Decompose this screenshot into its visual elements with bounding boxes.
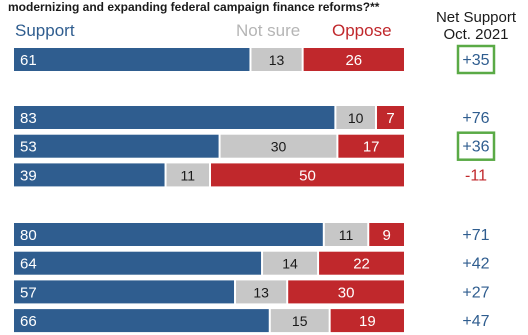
label-not-sure-g2-r2: 30 <box>271 139 287 155</box>
bar-oppose-g3-r3 <box>288 280 404 304</box>
label-not-sure-g3-r2: 14 <box>282 256 298 272</box>
label-support-g3-r2: 64 <box>20 256 37 273</box>
bar-oppose-g3-r2 <box>319 251 404 275</box>
question-text: modernizing and expanding federal campai… <box>8 0 380 14</box>
label-not-sure-g3-r1: 11 <box>339 227 354 243</box>
net-value-g2-r3: -11 <box>465 167 487 184</box>
label-support-g3-r3: 57 <box>20 284 37 301</box>
label-support-g2-r1: 83 <box>20 110 37 127</box>
net-value-g2-r2: +36 <box>462 139 489 156</box>
bar-oppose-g1-r1 <box>303 48 404 71</box>
label-not-sure-g3-r3: 13 <box>253 284 269 300</box>
label-oppose-g2-r3: 50 <box>299 167 316 184</box>
net-support-header-line1: Net Support <box>435 9 517 26</box>
net-highlight-box-g1-r1 <box>456 44 496 75</box>
label-oppose-g3-r1: 9 <box>382 227 390 244</box>
label-support-g2-r2: 53 <box>20 139 37 156</box>
bar-oppose-g3-r1 <box>369 223 404 246</box>
label-oppose-g3-r4: 19 <box>359 313 376 330</box>
bar-support-g2-r3 <box>14 163 165 187</box>
bar-not-sure-g2-r1 <box>336 106 375 129</box>
net-value-g1-r1: +35 <box>462 52 489 69</box>
bar-support-g3-r2 <box>14 251 262 275</box>
bar-not-sure-g3-r1 <box>324 223 368 246</box>
bar-support-g3-r3 <box>14 280 235 304</box>
legend-oppose: Oppose <box>332 21 392 40</box>
bar-oppose-g2-r1 <box>376 106 404 129</box>
label-not-sure-g2-r3: 11 <box>180 167 195 183</box>
legend-support: Support <box>15 21 75 40</box>
label-support-g1-r1: 61 <box>20 52 37 69</box>
net-support-header-line2: Oct. 2021 <box>443 26 509 43</box>
net-value-g3-r3: +27 <box>462 284 489 301</box>
net-value-g2-r1: +76 <box>462 110 489 127</box>
bar-support-g2-r1 <box>14 106 335 129</box>
label-support-g2-r3: 39 <box>20 167 37 184</box>
label-not-sure-g1-r1: 13 <box>269 52 285 68</box>
bar-oppose-g2-r3 <box>211 163 404 187</box>
label-oppose-g3-r2: 22 <box>353 256 370 273</box>
bar-support-g2-r2 <box>14 134 219 158</box>
bar-not-sure-g3-r2 <box>263 251 318 275</box>
bar-support-g1-r1 <box>14 48 250 71</box>
label-support-g3-r4: 66 <box>20 313 37 330</box>
label-oppose-g1-r1: 26 <box>345 52 362 69</box>
net-value-g3-r1: +71 <box>462 227 489 244</box>
net-value-g3-r2: +42 <box>462 256 489 273</box>
bar-oppose-g2-r2 <box>338 134 404 158</box>
label-not-sure-g3-r4: 15 <box>292 313 308 329</box>
label-oppose-g2-r2: 17 <box>363 139 380 156</box>
bar-support-g3-r4 <box>14 309 269 333</box>
net-value-g3-r4: +47 <box>462 313 489 330</box>
bar-oppose-g3-r4 <box>330 309 404 333</box>
label-support-g3-r1: 80 <box>20 227 37 244</box>
bar-not-sure-g2-r3 <box>166 163 209 187</box>
bar-not-sure-g3-r3 <box>236 280 287 304</box>
label-oppose-g3-r3: 30 <box>338 284 355 301</box>
net-highlight-box-g2-r2 <box>456 131 496 161</box>
label-not-sure-g2-r1: 10 <box>348 110 364 126</box>
legend-not-sure: Not sure <box>236 21 301 40</box>
bar-not-sure-g1-r1 <box>251 48 302 71</box>
bar-not-sure-g2-r2 <box>220 134 337 158</box>
net-support-header: Net Support Oct. 2021 <box>428 9 524 43</box>
label-oppose-g2-r1: 7 <box>386 110 394 127</box>
bar-not-sure-g3-r4 <box>270 309 329 333</box>
bar-support-g3-r1 <box>14 223 323 246</box>
